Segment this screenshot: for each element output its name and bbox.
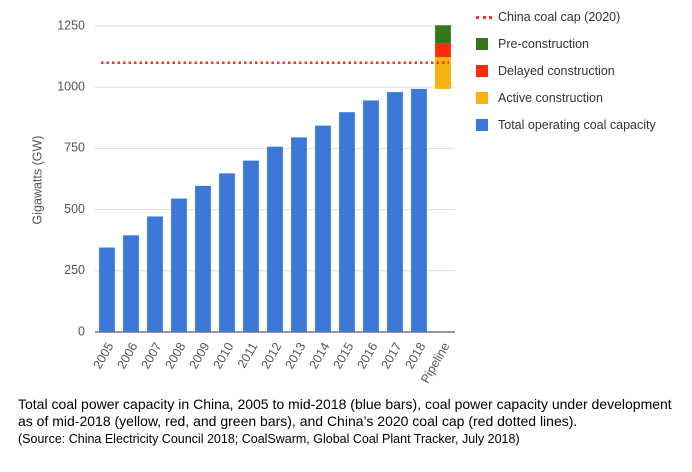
bar xyxy=(339,112,355,332)
legend-swatch xyxy=(476,38,488,50)
legend-swatch xyxy=(476,119,488,131)
legend-label: Delayed construction xyxy=(498,64,615,78)
x-tick-label: 2014 xyxy=(306,340,332,371)
x-tick-label: 2013 xyxy=(282,340,308,371)
bar xyxy=(435,25,451,44)
bar xyxy=(243,160,259,332)
caption-text: Total coal power capacity in China, 2005… xyxy=(18,396,672,429)
bar xyxy=(99,247,115,332)
legend-label: Pre-construction xyxy=(498,37,590,51)
legend-swatch xyxy=(476,92,488,104)
legend-label: Total operating coal capacity xyxy=(498,118,656,132)
y-tick-label: 750 xyxy=(64,141,85,155)
x-tick-label: 2016 xyxy=(354,340,380,371)
bar xyxy=(147,216,163,332)
x-tick-label: 2005 xyxy=(90,340,116,371)
x-tick-label: 2011 xyxy=(235,340,261,370)
legend-label: China coal cap (2020) xyxy=(498,10,621,24)
x-tick-label: 2015 xyxy=(330,340,356,371)
bar xyxy=(291,137,307,332)
legend: China coal cap (2020) Pre-construction Del… xyxy=(476,9,676,144)
bar xyxy=(267,146,283,332)
source: (Source: China Electricity Council 2018;… xyxy=(18,432,520,446)
x-tick-label: 2008 xyxy=(162,340,188,371)
x-tick-label: 2009 xyxy=(186,340,212,371)
legend-label: Active construction xyxy=(498,91,603,105)
legend-item: Delayed construction xyxy=(476,63,676,79)
y-tick-label: 1000 xyxy=(57,79,85,93)
bar xyxy=(435,57,451,89)
bar xyxy=(387,92,403,332)
x-tick-label: 2006 xyxy=(114,340,140,371)
bar xyxy=(435,43,451,58)
y-tick-label: 0 xyxy=(78,324,85,338)
y-tick-label: 250 xyxy=(64,263,85,277)
legend-item: China coal cap (2020) xyxy=(476,9,676,25)
caption: Total coal power capacity in China, 2005… xyxy=(18,396,683,448)
bar xyxy=(363,100,379,333)
y-tick-label: 1250 xyxy=(57,18,85,32)
y-axis-title: Gigawatts (GW) xyxy=(30,136,44,225)
legend-swatch xyxy=(476,16,492,19)
y-tick-label: 500 xyxy=(64,202,85,216)
bar xyxy=(411,88,427,332)
bar xyxy=(171,198,187,332)
x-tick-label: 2012 xyxy=(258,340,284,371)
legend-swatch xyxy=(476,65,488,77)
x-tick-label: 2007 xyxy=(138,340,164,371)
x-tick-label: 2010 xyxy=(210,340,236,371)
bar xyxy=(315,125,331,332)
chart: Gigawatts (GW) 0250500750100012502005200… xyxy=(30,18,455,386)
bar xyxy=(219,173,235,332)
x-tick-label: 2017 xyxy=(378,340,404,371)
bar xyxy=(195,185,211,332)
legend-item: Pre-construction xyxy=(476,36,676,52)
legend-item: Total operating coal capacity xyxy=(476,117,676,133)
bar xyxy=(123,235,139,332)
legend-item: Active construction xyxy=(476,90,676,106)
